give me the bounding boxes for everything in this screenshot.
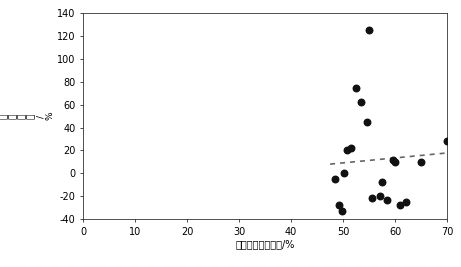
Point [366, 28, 373, 33]
Point [443, 139, 451, 143]
X-axis label: 矿物组分偶差系数/%: 矿物组分偶差系数/% [236, 239, 295, 249]
Point [341, 171, 348, 175]
Point [331, 177, 339, 181]
Point [363, 120, 370, 124]
Point [368, 196, 375, 201]
Point [358, 100, 365, 105]
Point [391, 160, 399, 164]
Point [335, 203, 343, 207]
Point [384, 197, 391, 202]
Point [378, 180, 386, 184]
Point [396, 203, 404, 207]
Point [389, 158, 396, 162]
Point [418, 160, 425, 164]
Point [343, 148, 351, 152]
Y-axis label: 压
索
与
标
幼
格
氏
烦
量
値
比
/
%: 压 索 与 标 幼 格 氏 烦 量 値 比 / % [0, 112, 54, 120]
Point [352, 85, 360, 90]
Point [376, 194, 383, 198]
Point [338, 209, 346, 213]
Point [402, 200, 409, 204]
Point [347, 146, 355, 150]
